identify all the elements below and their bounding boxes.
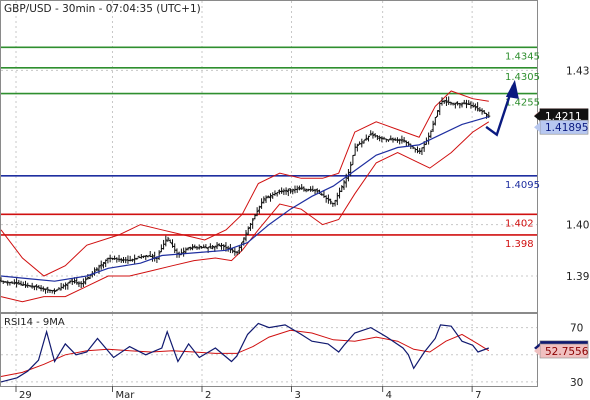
rsi-lines xyxy=(0,322,490,383)
time-axis-ticks: 29 Mar 2 3 4 7 xyxy=(15,386,482,400)
time-tick-label: 3 xyxy=(295,390,301,400)
time-tick-label: 2 xyxy=(205,390,211,400)
rsi-grid xyxy=(1,327,537,383)
rsi-badge-pointer xyxy=(534,346,540,357)
price-candles xyxy=(0,96,491,295)
rsi-panel-frame xyxy=(0,313,538,387)
level-label: 1.4255 xyxy=(505,98,540,109)
price-badge-pointer xyxy=(534,111,540,122)
price-axis-area xyxy=(538,0,590,388)
price-tick-label: 1.39 xyxy=(566,271,589,283)
price-badge-label: 1.41895 xyxy=(545,122,588,134)
forecast-arrow xyxy=(485,79,519,137)
price-panel-frame xyxy=(0,0,538,313)
rsi-badge-label: 52.7556 xyxy=(545,346,589,358)
level-label: 1.398 xyxy=(505,239,534,250)
moving-average xyxy=(0,116,489,282)
price-axis-ticks: 1.43 1.40 1.39 xyxy=(566,65,589,283)
time-tick-label: 29 xyxy=(19,390,32,400)
bollinger-upper-band xyxy=(0,90,489,277)
time-tick-label: Mar xyxy=(115,390,135,400)
rsi-ma-line xyxy=(0,329,490,377)
chart-title: GBP/USD - 30min - 07:04:35 (UTC+1) xyxy=(4,3,201,15)
forecast-arrow-head xyxy=(505,79,519,99)
rsi-badges: 55.086452.7556 xyxy=(534,340,589,359)
price-badge-pointer xyxy=(534,122,540,133)
level-label: 1.4095 xyxy=(505,180,540,191)
forecast-arrow-line xyxy=(485,85,515,137)
rsi-label: RSI14 - 9MA xyxy=(4,317,65,328)
rsi-tick-label: 30 xyxy=(570,377,583,389)
rsi-tick-label: 70 xyxy=(570,323,583,335)
level-label: 1.4305 xyxy=(505,72,540,83)
time-tick-label: 7 xyxy=(475,390,481,400)
rsi-line xyxy=(0,322,490,383)
moving-average-line xyxy=(0,116,489,282)
level-label: 1.4345 xyxy=(505,51,540,62)
time-tick-label: 4 xyxy=(386,390,392,400)
level-label: 1.402 xyxy=(505,218,534,229)
support-resistance-levels: 1.4345 1.4305 1.4255 1.4095 1.402 1.398 xyxy=(1,46,540,250)
rsi-axis-ticks: 70 30 xyxy=(570,323,583,389)
price-tick-label: 1.40 xyxy=(566,220,589,232)
price-tick-label: 1.43 xyxy=(566,65,589,77)
